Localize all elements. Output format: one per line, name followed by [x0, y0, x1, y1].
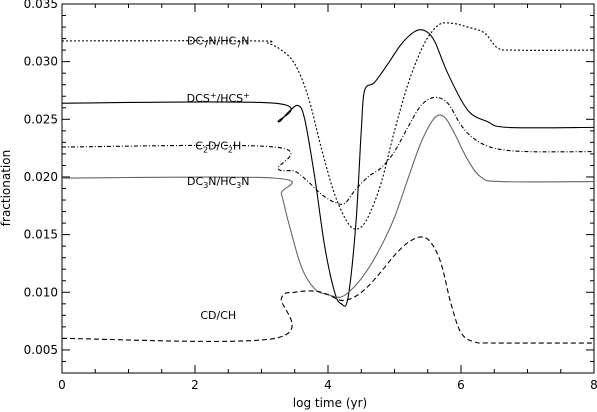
series-line-0 — [61, 22, 595, 230]
y-tick-label: 0.010 — [24, 285, 58, 299]
x-axis-title: log time (yr) — [293, 396, 367, 410]
series-labels: DC7​N/HC7​N DCS+​/HCS+​ C2​D/C2​H DC3​N/HC3… — [187, 34, 250, 321]
series-label-4: CD/CH — [200, 309, 236, 322]
y-tick-label: 0.030 — [24, 55, 58, 69]
y-tick-label: 0.035 — [24, 0, 58, 11]
series-label-1: DCS+​/HCS+​ — [187, 91, 250, 105]
plot-frame — [61, 3, 595, 374]
series-line-1 — [61, 29, 595, 307]
x-tick-label: 6 — [457, 378, 465, 392]
y-tick-label: 0.025 — [24, 112, 58, 126]
x-tick-label: 8 — [590, 378, 597, 392]
series-line-3 — [61, 114, 595, 298]
x-tick-label: 0 — [58, 378, 66, 392]
x-tick-label: 4 — [324, 378, 332, 392]
x-tick-label: 2 — [191, 378, 199, 392]
series-line-4 — [61, 236, 595, 344]
series-label-2: C2​D/C2​H — [195, 139, 241, 154]
series-lines — [61, 22, 595, 344]
series-line-2 — [61, 96, 595, 205]
axis-tick-labels: 0 2 4 6 8 0.005 0.010 0.015 0.020 0.025 0.030 0.035 — [24, 0, 597, 392]
series-label-3: DC3​N/HC3​N — [187, 175, 249, 190]
axis-ticks — [61, 3, 595, 373]
y-axis-title: fractionation — [0, 150, 13, 226]
y-tick-label: 0.020 — [24, 170, 58, 184]
y-tick-label: 0.015 — [24, 228, 58, 242]
y-tick-label: 0.005 — [24, 343, 58, 357]
series-label-0: DC7​N/HC7​N — [187, 34, 249, 49]
